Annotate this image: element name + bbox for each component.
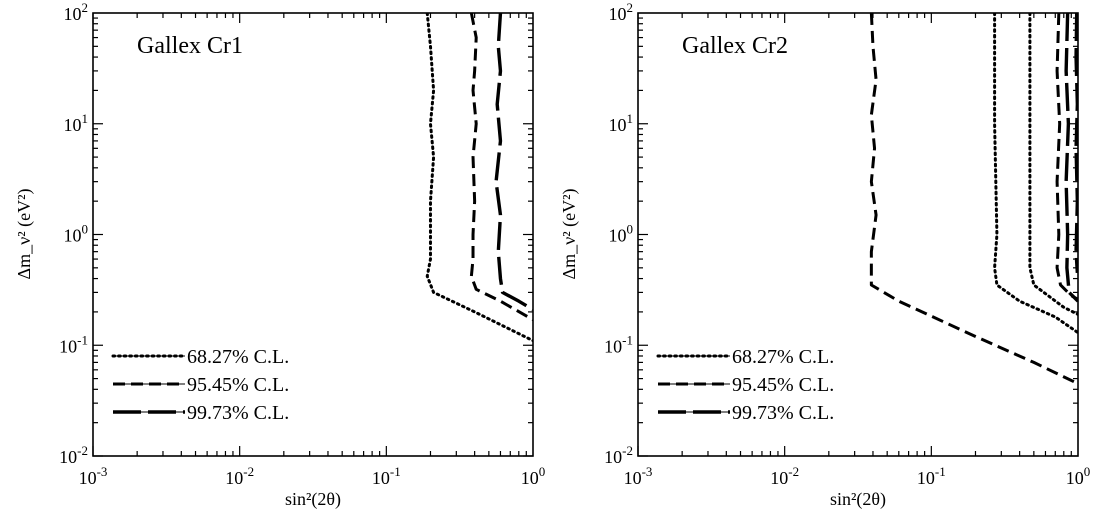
panel-title: Gallex Cr2 <box>682 33 788 59</box>
plot-area <box>638 13 1078 456</box>
plot-area <box>93 13 533 456</box>
y-tick-label: 101 <box>64 111 89 135</box>
y-tick-label: 100 <box>609 222 634 246</box>
y-tick-label: 10-2 <box>604 443 633 467</box>
x-axis-title: sin²(2θ) <box>830 489 886 510</box>
series-group <box>871 13 1078 384</box>
legend-label: 99.73% C.L. <box>187 402 289 424</box>
series-line-dashed <box>471 13 533 320</box>
series-line-dotted <box>1030 13 1078 314</box>
x-tick-label: 10-1 <box>917 464 946 488</box>
y-tick-label: 100 <box>64 222 89 246</box>
series-group <box>427 13 533 341</box>
legend-label: 68.27% C.L. <box>187 346 289 368</box>
y-axis-title: Δm_ν² (eV²) <box>14 189 35 280</box>
y-axis-title: Δm_ν² (eV²) <box>559 189 580 280</box>
x-tick-label: 10-2 <box>770 464 799 488</box>
y-tick-label: 102 <box>64 0 89 24</box>
legend-label: 99.73% C.L. <box>732 402 834 424</box>
series-line-dashed <box>871 13 1078 384</box>
x-axis-title: sin²(2θ) <box>285 489 341 510</box>
legend-label: 95.45% C.L. <box>187 374 289 396</box>
panel-title: Gallex Cr1 <box>137 33 243 59</box>
legend-label: 95.45% C.L. <box>732 374 834 396</box>
legend: 68.27% C.L. 95.45% C.L. 99.73% C.L. <box>113 346 289 424</box>
series-line-long-dashed <box>496 13 533 310</box>
y-tick-label: 10-1 <box>604 332 633 356</box>
legend: 68.27% C.L. 95.45% C.L. 99.73% C.L. <box>658 346 834 424</box>
y-tick-label: 101 <box>609 111 634 135</box>
x-tick-label: 100 <box>521 464 546 488</box>
x-tick-label: 10-1 <box>372 464 401 488</box>
series-line-dotted <box>427 13 533 341</box>
legend-label: 68.27% C.L. <box>732 346 834 368</box>
x-tick-label: 10-3 <box>79 464 108 488</box>
y-tick-label: 10-1 <box>59 332 88 356</box>
x-tick-label: 100 <box>1066 464 1091 488</box>
y-tick-label: 102 <box>609 0 634 24</box>
x-tick-label: 10-2 <box>225 464 254 488</box>
series-line-long-dashed <box>1076 13 1077 273</box>
x-tick-label: 10-3 <box>624 464 653 488</box>
y-tick-label: 10-2 <box>59 443 88 467</box>
